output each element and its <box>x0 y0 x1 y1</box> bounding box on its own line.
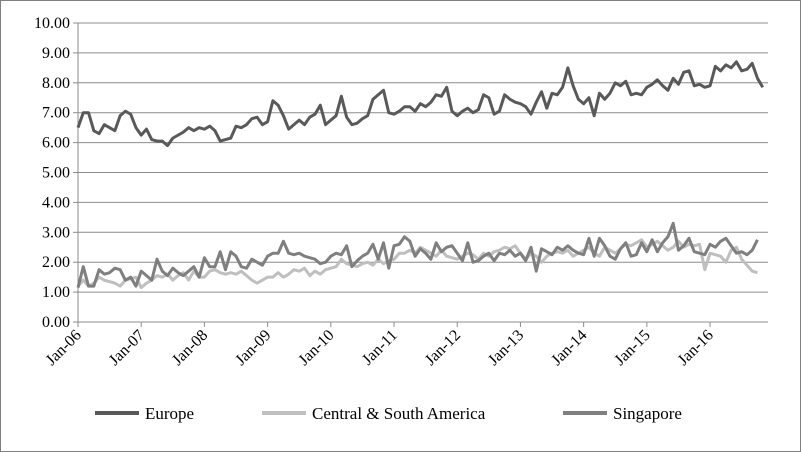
y-tick-label: 8.00 <box>42 75 70 92</box>
x-tick-label: Jan-14 <box>548 327 590 369</box>
y-tick-label: 10.00 <box>34 15 70 32</box>
y-tick-label: 3.00 <box>42 224 70 241</box>
series-lines <box>76 60 765 290</box>
y-tick-label: 1.00 <box>42 284 70 301</box>
legend-label: Singapore <box>613 404 682 423</box>
x-tick-label: Jan-12 <box>422 327 464 369</box>
x-tick-label: Jan-15 <box>612 327 654 369</box>
legend-label: Europe <box>145 404 194 423</box>
x-tick-label: Jan-06 <box>43 327 85 369</box>
y-tick-label: 5.00 <box>42 165 70 182</box>
y-tick-label: 9.00 <box>42 45 70 62</box>
y-tick-label: 2.00 <box>42 254 70 271</box>
x-tick-label: Jan-10 <box>295 327 337 369</box>
series-line-singapore <box>76 221 759 288</box>
y-axis: 0.00 1.00 2.00 3.00 4.00 5.00 6.00 7.00 8.00 9.00… <box>34 15 79 331</box>
y-tick-label: 0.00 <box>42 314 70 331</box>
gridlines <box>78 22 768 293</box>
x-tick-label: Jan-16 <box>675 327 717 369</box>
series-line-europe <box>76 60 765 148</box>
y-tick-label: 6.00 <box>42 135 70 152</box>
x-tick-label: Jan-07 <box>106 327 148 369</box>
legend: Europe Central & South America Singapore <box>95 404 682 423</box>
x-tick-label: Jan-11 <box>359 327 401 369</box>
x-tick-label: Jan-08 <box>169 327 211 369</box>
x-tick-label: Jan-13 <box>485 327 527 369</box>
y-tick-label: 4.00 <box>42 194 70 211</box>
y-tick-label: 7.00 <box>42 105 70 122</box>
x-tick-label: Jan-09 <box>232 327 274 369</box>
x-axis: Jan-06 Jan-07 Jan-08 Jan-09 Jan-10 Jan-11 Jan-… <box>43 321 768 369</box>
legend-label: Central & South America <box>312 404 486 423</box>
